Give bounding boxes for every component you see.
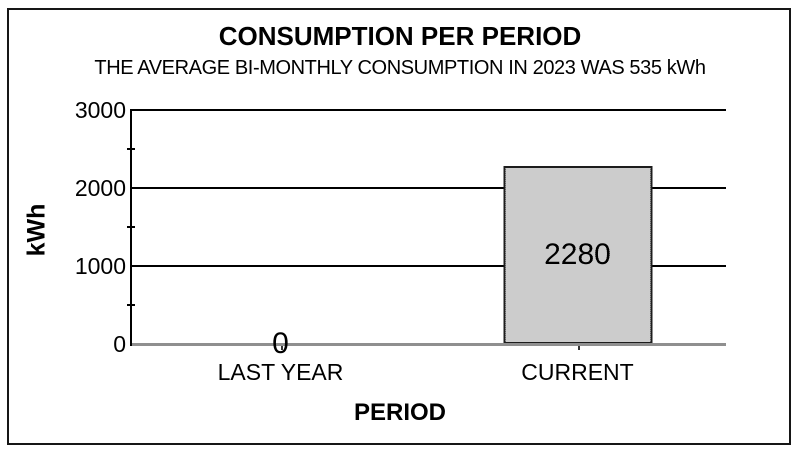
gridline-1000 bbox=[130, 265, 726, 267]
category-tick bbox=[577, 345, 580, 350]
bar-value-label: 2280 bbox=[544, 238, 611, 272]
bar-slot-current: 2280 bbox=[429, 110, 726, 350]
plot-area: 0 2280 bbox=[127, 109, 726, 360]
bar-slot-last-year: 0 bbox=[132, 110, 429, 360]
y-axis-title: kWh bbox=[22, 203, 51, 257]
chart-subtitle: THE AVERAGE BI-MONTHLY CONSUMPTION IN 20… bbox=[94, 57, 706, 79]
category-tick bbox=[280, 345, 283, 350]
x-axis-baseline bbox=[132, 343, 726, 346]
gridline-3000 bbox=[130, 109, 726, 111]
x-axis-title: PERIOD bbox=[353, 399, 446, 426]
y-tick-label-0: 0 bbox=[113, 331, 126, 357]
x-tick-label-current: CURRENT bbox=[521, 359, 634, 385]
x-tick-label-last-year: LAST YEAR bbox=[217, 359, 344, 385]
y-tick-label-3000: 3000 bbox=[74, 97, 126, 123]
gridline-2000 bbox=[130, 187, 726, 189]
bar-value-label: 0 bbox=[272, 327, 289, 360]
chart-border-frame bbox=[7, 8, 791, 445]
minor-tick-2500 bbox=[127, 148, 135, 150]
minor-tick-1500 bbox=[127, 226, 135, 228]
minor-tick-500 bbox=[127, 304, 135, 306]
y-tick-label-2000: 2000 bbox=[74, 175, 126, 201]
y-tick-label-1000: 1000 bbox=[74, 253, 126, 279]
chart-title: CONSUMPTION PER PERIOD bbox=[218, 21, 582, 51]
